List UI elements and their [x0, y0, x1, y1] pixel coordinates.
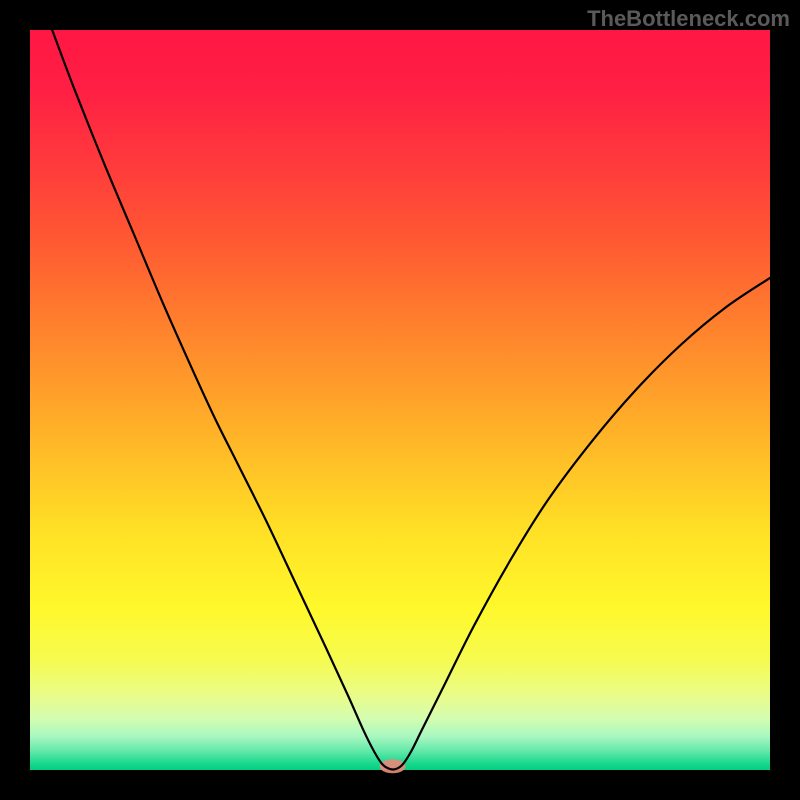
chart-stage: TheBottleneck.com [0, 0, 800, 800]
bottleneck-chart [0, 0, 800, 800]
plot-background [30, 30, 770, 770]
